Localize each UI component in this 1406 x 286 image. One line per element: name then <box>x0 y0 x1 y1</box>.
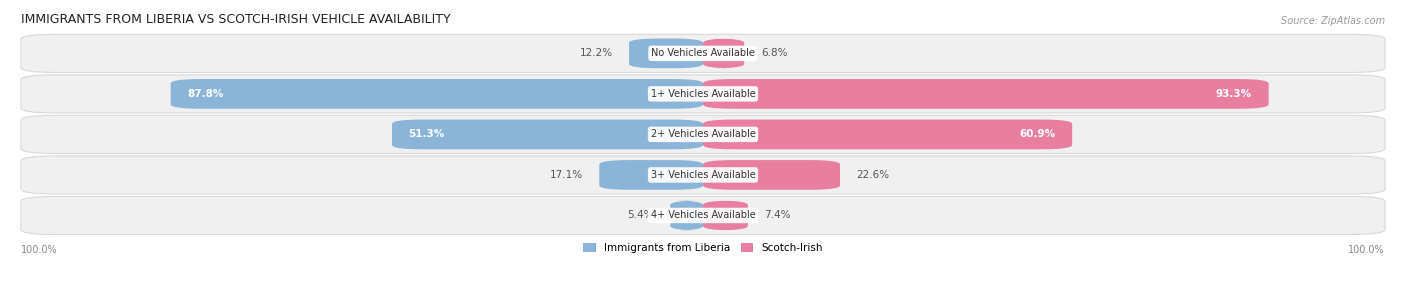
FancyBboxPatch shape <box>703 200 748 230</box>
FancyBboxPatch shape <box>703 160 839 190</box>
Text: 51.3%: 51.3% <box>409 130 444 139</box>
FancyBboxPatch shape <box>21 115 1385 154</box>
Legend: Immigrants from Liberia, Scotch-Irish: Immigrants from Liberia, Scotch-Irish <box>579 239 827 257</box>
Text: 87.8%: 87.8% <box>187 89 224 99</box>
Text: 100.0%: 100.0% <box>1348 245 1385 255</box>
FancyBboxPatch shape <box>599 160 703 190</box>
Text: 4+ Vehicles Available: 4+ Vehicles Available <box>651 210 755 221</box>
FancyBboxPatch shape <box>703 120 1073 149</box>
Text: 1+ Vehicles Available: 1+ Vehicles Available <box>651 89 755 99</box>
Text: 100.0%: 100.0% <box>21 245 58 255</box>
Text: 3+ Vehicles Available: 3+ Vehicles Available <box>651 170 755 180</box>
FancyBboxPatch shape <box>392 120 703 149</box>
Text: Source: ZipAtlas.com: Source: ZipAtlas.com <box>1281 16 1385 26</box>
Text: 12.2%: 12.2% <box>579 48 613 58</box>
Text: 6.8%: 6.8% <box>761 48 787 58</box>
FancyBboxPatch shape <box>703 39 744 68</box>
FancyBboxPatch shape <box>21 34 1385 72</box>
Text: 93.3%: 93.3% <box>1216 89 1253 99</box>
FancyBboxPatch shape <box>671 200 703 230</box>
Text: IMMIGRANTS FROM LIBERIA VS SCOTCH-IRISH VEHICLE AVAILABILITY: IMMIGRANTS FROM LIBERIA VS SCOTCH-IRISH … <box>21 13 450 26</box>
Text: 60.9%: 60.9% <box>1019 130 1056 139</box>
FancyBboxPatch shape <box>703 79 1268 109</box>
FancyBboxPatch shape <box>628 39 703 68</box>
FancyBboxPatch shape <box>170 79 703 109</box>
Text: 5.4%: 5.4% <box>627 210 654 221</box>
FancyBboxPatch shape <box>21 196 1385 235</box>
FancyBboxPatch shape <box>21 156 1385 194</box>
Text: 17.1%: 17.1% <box>550 170 583 180</box>
Text: 7.4%: 7.4% <box>765 210 792 221</box>
FancyBboxPatch shape <box>21 75 1385 113</box>
Text: No Vehicles Available: No Vehicles Available <box>651 48 755 58</box>
Text: 2+ Vehicles Available: 2+ Vehicles Available <box>651 130 755 139</box>
Text: 22.6%: 22.6% <box>856 170 890 180</box>
